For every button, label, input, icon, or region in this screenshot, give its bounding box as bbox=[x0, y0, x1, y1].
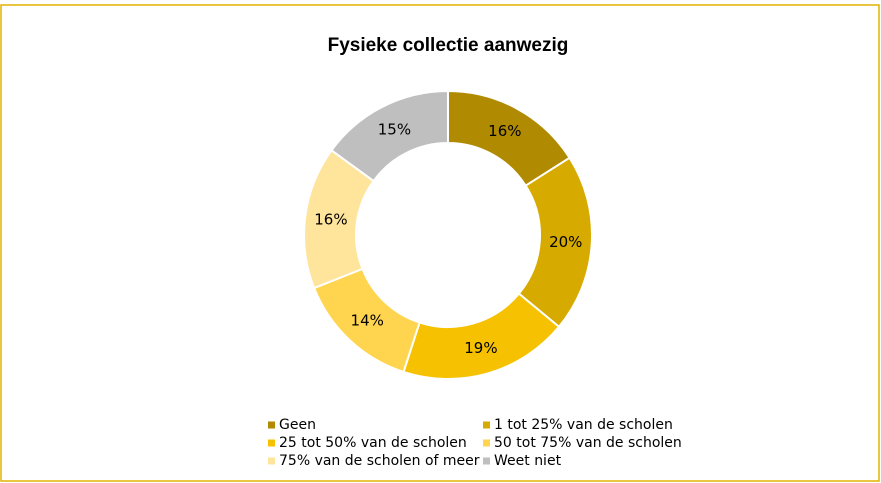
legend-swatch bbox=[483, 439, 490, 447]
frame bbox=[0, 4, 880, 482]
legend-swatch bbox=[268, 421, 275, 429]
data-label: 19% bbox=[464, 339, 497, 357]
legend-label: Weet niet bbox=[494, 453, 562, 469]
legend-label: 1 tot 25% van de scholen bbox=[494, 417, 673, 433]
data-label: 16% bbox=[488, 122, 521, 140]
donut-slice bbox=[330, 89, 449, 183]
legend-label: 50 tot 75% van de scholen bbox=[494, 435, 682, 451]
legend-swatch bbox=[483, 421, 490, 429]
data-label: 16% bbox=[314, 211, 347, 229]
legend-label: 75% van de scholen of meer bbox=[279, 453, 480, 469]
data-label: 14% bbox=[351, 312, 384, 330]
legend-swatch bbox=[268, 439, 275, 447]
donut-slice bbox=[402, 292, 561, 380]
data-label: 20% bbox=[549, 233, 582, 251]
legend-label: Geen bbox=[279, 417, 316, 433]
legend-swatch bbox=[268, 457, 275, 465]
legend-label: 25 tot 50% van de scholen bbox=[279, 435, 467, 451]
data-label: 15% bbox=[378, 120, 411, 138]
legend-swatch bbox=[483, 457, 490, 465]
chart-title: Fysieke collectie aanwezig bbox=[328, 35, 569, 56]
